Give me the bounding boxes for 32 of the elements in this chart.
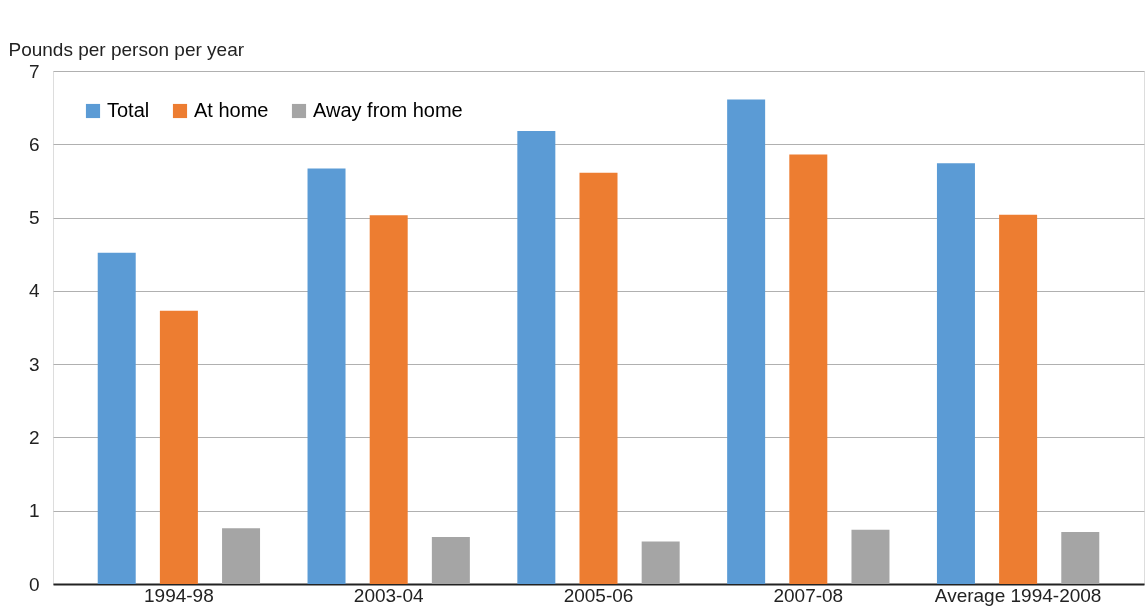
legend-label: At home — [194, 99, 269, 121]
bar — [307, 168, 346, 584]
legend-label: Total — [107, 99, 150, 121]
bar — [97, 252, 136, 584]
bar — [579, 172, 618, 584]
bar — [999, 214, 1038, 584]
bar — [369, 215, 408, 584]
bar — [851, 529, 890, 584]
y-tick-label: 7 — [28, 60, 40, 82]
x-tick-label: 2005-06 — [563, 584, 634, 606]
x-tick-label: 2003-04 — [353, 584, 424, 606]
y-tick-label: 0 — [28, 573, 40, 595]
bar — [517, 131, 556, 584]
bar — [789, 154, 828, 584]
y-tick-label: 5 — [28, 207, 40, 229]
legend-label: Away from home — [313, 99, 463, 121]
y-tick-label: 4 — [28, 280, 40, 302]
bar — [641, 541, 680, 584]
y-tick-label: 6 — [28, 133, 40, 155]
bar — [431, 537, 470, 584]
x-tick-label: 2007-08 — [773, 584, 844, 606]
y-tick-label: 1 — [28, 500, 40, 522]
x-tick-label: 1994-98 — [144, 584, 214, 606]
bar — [1061, 531, 1100, 584]
y-tick-label: 2 — [28, 426, 40, 448]
bar — [936, 163, 975, 584]
bar — [727, 99, 766, 584]
bar — [159, 310, 198, 584]
y-tick-label: 3 — [28, 353, 40, 375]
bar — [222, 528, 261, 584]
x-tick-label: Average 1994-2008 — [934, 584, 1102, 606]
y-axis-title: Pounds per person per year — [8, 38, 245, 60]
